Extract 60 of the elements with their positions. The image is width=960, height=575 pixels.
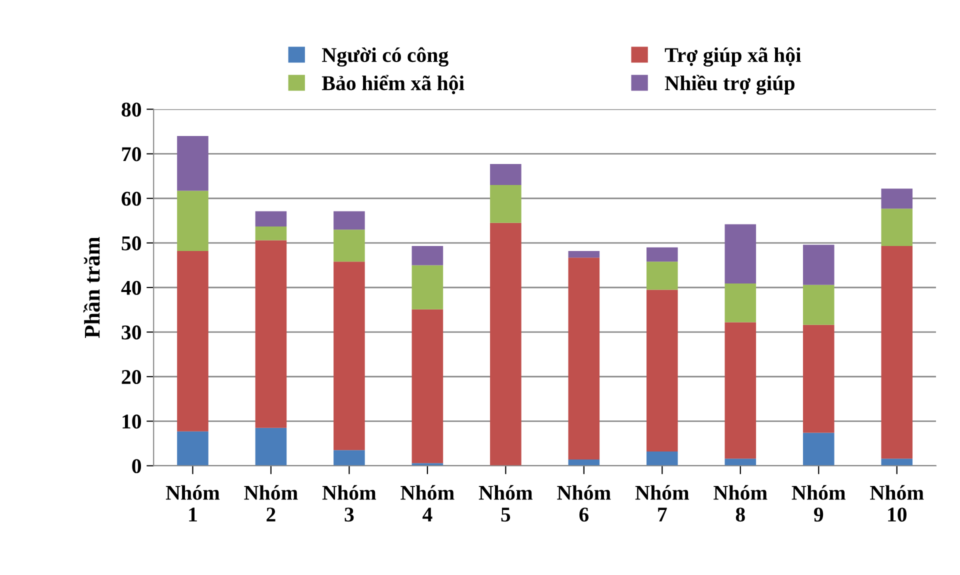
bar <box>490 164 522 186</box>
bar <box>177 431 208 466</box>
x-tick-label: Nhóm 10 <box>870 485 924 522</box>
bar <box>255 428 287 466</box>
bar <box>334 262 365 450</box>
x-tick-label: Nhóm 8 <box>714 485 768 522</box>
bar <box>724 322 756 459</box>
bar <box>646 290 678 452</box>
bar <box>881 458 913 466</box>
bar <box>802 324 834 433</box>
bar <box>177 190 208 251</box>
bar <box>646 451 678 466</box>
x-tick-label: Nhóm 7 <box>635 485 690 522</box>
x-tick-label: Nhóm 9 <box>792 485 846 522</box>
bar <box>334 211 365 230</box>
bar <box>255 240 287 428</box>
bar <box>255 211 287 226</box>
bar <box>255 226 287 240</box>
bar <box>177 250 208 432</box>
y-tick-label: 10 <box>122 414 141 429</box>
bar <box>568 250 600 258</box>
bar <box>490 185 522 223</box>
bar <box>881 208 913 246</box>
x-tick-label: Nhóm 1 <box>166 485 220 522</box>
legend-label: Nhiều trợ giúp <box>664 74 794 95</box>
bar <box>490 222 522 466</box>
bar <box>646 262 678 290</box>
legend-label: Trợ giúp xã hội <box>664 47 802 67</box>
bar <box>724 283 756 322</box>
bar <box>646 247 678 262</box>
bar <box>334 230 365 262</box>
y-tick-label: 50 <box>122 236 141 250</box>
y-tick-label: 20 <box>122 370 141 384</box>
x-tick-label: Nhóm 4 <box>400 485 454 522</box>
legend-label: Bảo hiểm xã hội <box>322 74 464 94</box>
bar <box>334 450 365 466</box>
legend-label: Người có công <box>322 47 448 67</box>
y-tick-label: 80 <box>122 102 141 117</box>
bar <box>177 136 208 191</box>
bar <box>881 246 913 459</box>
bar <box>568 258 600 460</box>
bar <box>724 458 756 466</box>
bar <box>412 265 444 310</box>
x-tick-label: Nhóm 3 <box>322 485 376 522</box>
y-tick-label: 70 <box>122 147 141 162</box>
bar <box>412 309 444 464</box>
bar <box>802 244 834 285</box>
bar <box>412 246 444 266</box>
y-tick-label: 40 <box>121 280 141 295</box>
y-axis-title: Phần trăm <box>83 236 100 338</box>
x-tick-label: Nhóm 6 <box>557 485 611 522</box>
bar <box>881 188 913 209</box>
bar <box>802 284 834 325</box>
y-tick-label: 0 <box>132 459 141 474</box>
x-tick-label: Nhóm 2 <box>244 485 298 522</box>
bar <box>724 224 756 284</box>
y-tick-label: 30 <box>122 325 141 340</box>
x-tick-label: Nhóm 5 <box>478 485 533 522</box>
y-tick-label: 60 <box>122 192 141 206</box>
bar <box>802 432 834 466</box>
